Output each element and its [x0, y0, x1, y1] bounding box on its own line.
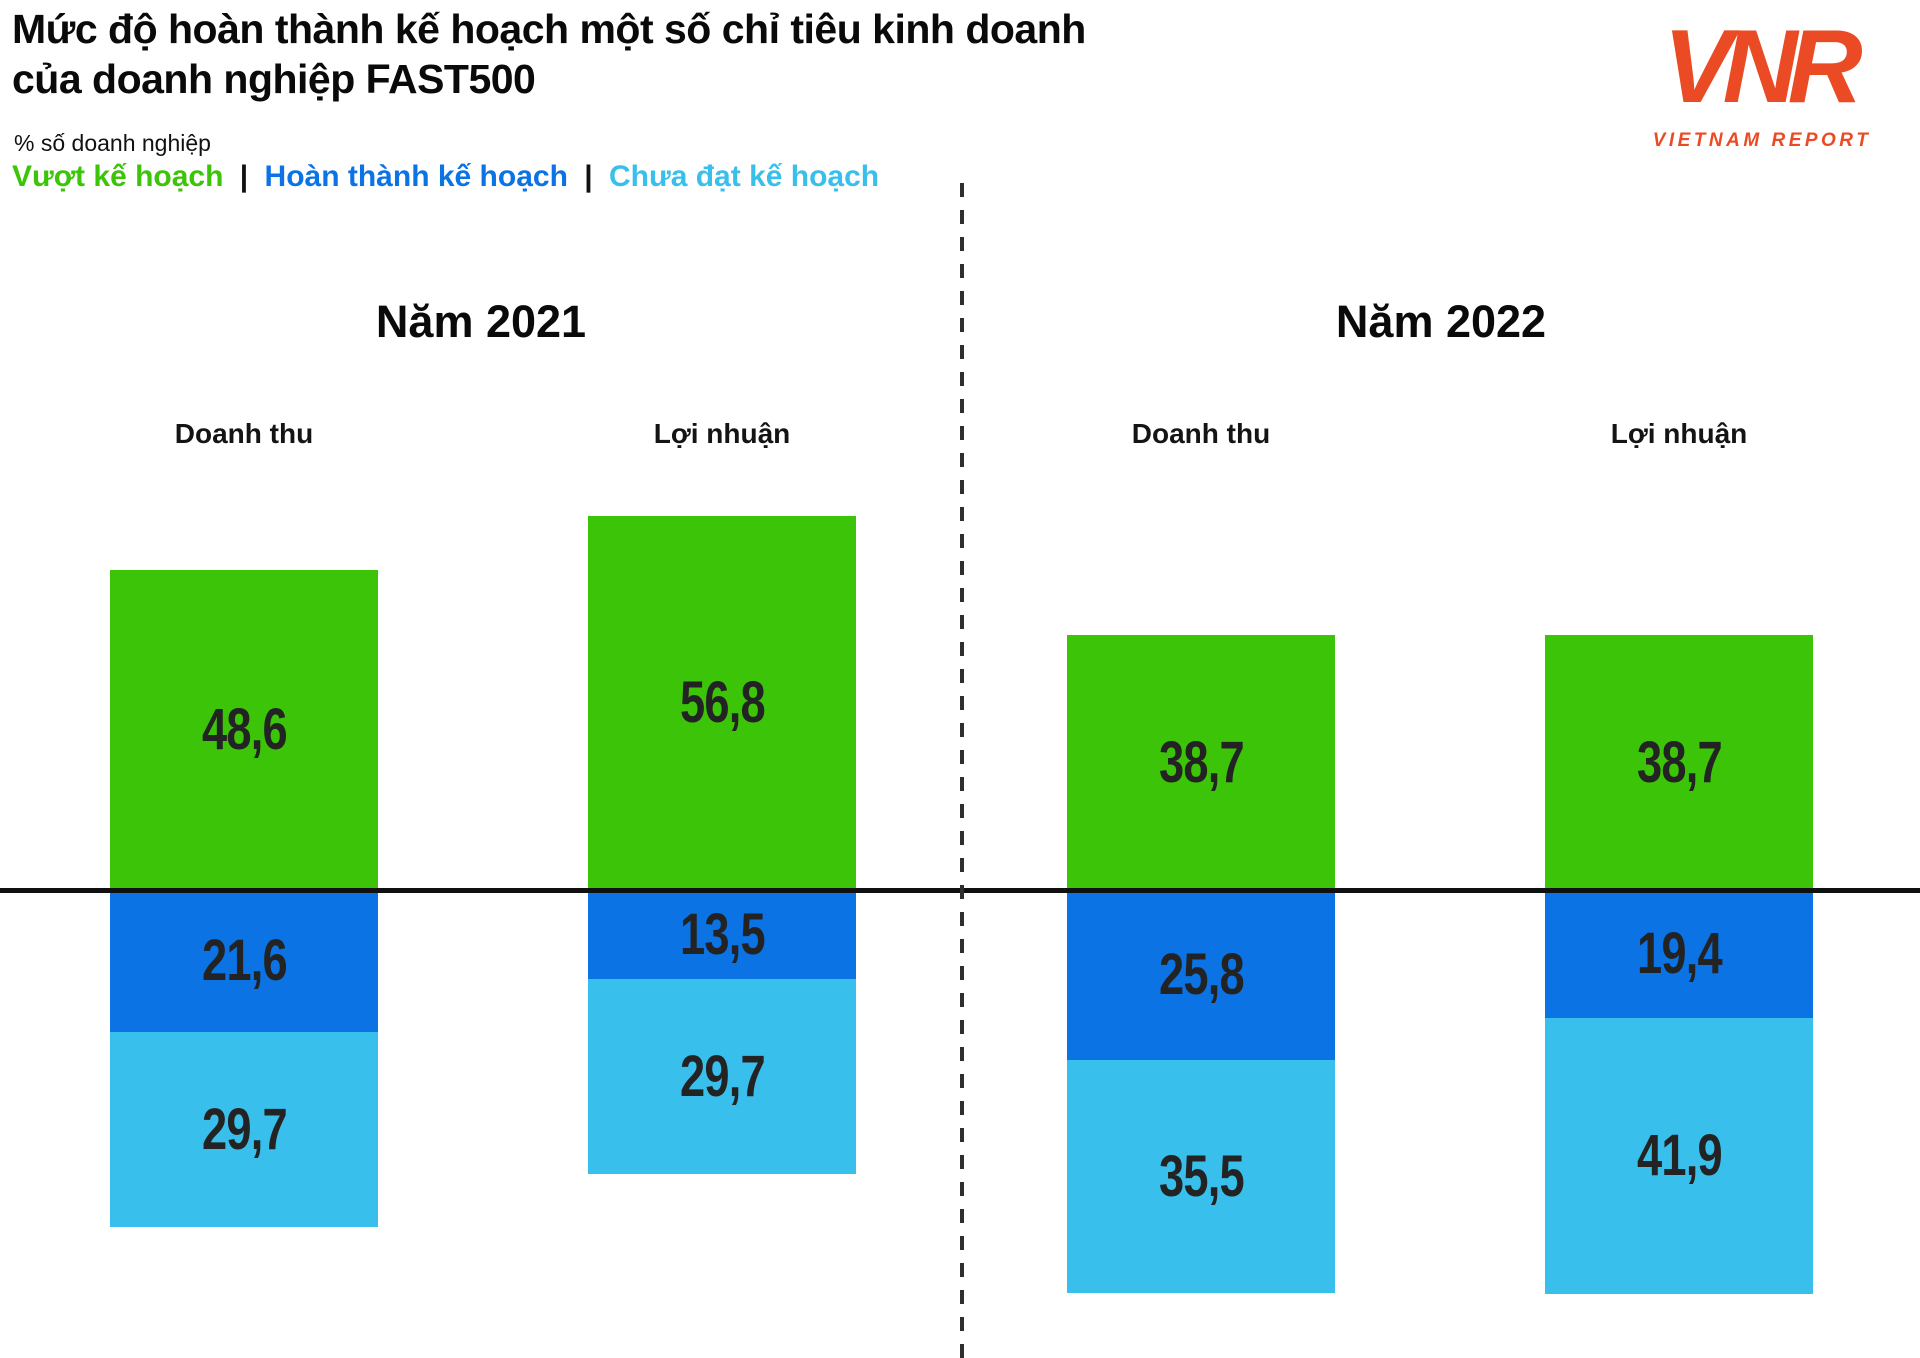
bar-segment: 56,8 — [588, 516, 856, 890]
bar-segment: 41,9 — [1545, 1018, 1813, 1294]
legend-item-not-reached-plan: Chưa đạt kế hoạch — [609, 160, 880, 193]
unit-label: % số doanh nghiệp — [14, 130, 211, 156]
panel-title: Năm 2021 — [375, 296, 587, 347]
bar-segment: 38,7 — [1067, 635, 1335, 890]
value-label: 21,6 — [201, 928, 288, 993]
legend: Vượt kế hoạch | Hoàn thành kế hoạch | Ch… — [12, 160, 879, 194]
value-label: 25,8 — [1158, 942, 1245, 1007]
bar-segment: 25,8 — [1067, 890, 1335, 1060]
value-label: 13,5 — [679, 901, 766, 967]
category-label: Lợi nhuận — [653, 418, 791, 449]
logo-caption-text: VIETNAM REPORT — [1653, 130, 1872, 151]
bar-segment: 48,6 — [110, 570, 378, 890]
value-label: 48,6 — [201, 697, 288, 762]
bar-segment: 38,7 — [1545, 635, 1813, 890]
chart-title-line1: Mức độ hoàn thành kế hoạch một số chỉ ti… — [12, 6, 1086, 52]
legend-separator: | — [584, 160, 593, 193]
value-label: 38,7 — [1158, 729, 1245, 795]
value-label: 29,7 — [201, 1096, 288, 1162]
legend-item-exceeded-plan: Vượt kế hoạch — [12, 160, 224, 193]
chart-title-line2: của doanh nghiệp FAST500 — [12, 56, 536, 103]
bar-segment: 19,4 — [1545, 890, 1813, 1018]
value-label: 41,9 — [1636, 1123, 1723, 1188]
vietnam-report-logo: VNR VIETNAM REPORT — [1653, 9, 1873, 151]
category-label: Doanh thu — [1131, 418, 1271, 449]
panel-divider-dashed-line — [960, 183, 964, 1358]
panel-title: Năm 2022 — [1335, 296, 1547, 347]
bar-segment: 29,7 — [110, 1032, 378, 1227]
chart-title: Mức độ hoàn thành kế hoạch một số chỉ ti… — [12, 4, 1086, 104]
value-label: 29,7 — [679, 1043, 766, 1109]
bar-segment: 13,5 — [588, 890, 856, 979]
category-label: Doanh thu — [174, 418, 314, 449]
bar-segment: 29,7 — [588, 979, 856, 1174]
legend-separator: | — [239, 160, 249, 193]
value-label: 56,8 — [679, 670, 766, 735]
bar-segment: 21,6 — [110, 890, 378, 1032]
value-label: 38,7 — [1636, 729, 1723, 795]
bar-segment: 35,5 — [1067, 1060, 1335, 1293]
category-label: Lợi nhuận — [1610, 418, 1748, 449]
value-label: 35,5 — [1158, 1143, 1245, 1209]
value-label: 19,4 — [1636, 921, 1723, 986]
legend-item-completed-plan: Hoàn thành kế hoạch — [264, 160, 568, 193]
logo-mark-text: VNR — [1663, 9, 1862, 125]
